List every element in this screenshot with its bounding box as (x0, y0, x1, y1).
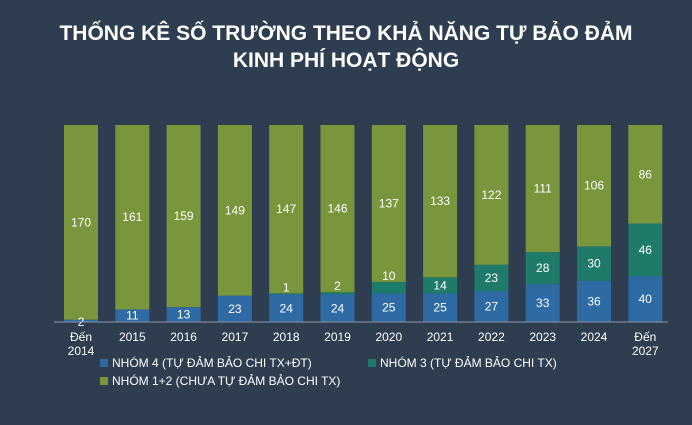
data-label: 159 (174, 209, 194, 223)
data-label: 30 (587, 257, 601, 271)
x-tick-label: 2021 (427, 330, 454, 344)
x-tick-label: 2016 (170, 330, 197, 344)
x-tick-label: 2023 (529, 330, 556, 344)
bar-segment (371, 125, 406, 282)
x-tick-label: 2018 (273, 330, 300, 344)
bar-segment (269, 294, 304, 322)
data-label: 25 (433, 301, 447, 315)
x-tick-label: 2019 (324, 330, 351, 344)
bar-segment (628, 276, 663, 322)
bar-segment (525, 284, 560, 322)
chart-title-line: KINH PHÍ HOẠT ĐỘNG (233, 48, 459, 72)
chart-title-line: THỐNG KÊ SỐ TRƯỜNG THEO KHẢ NĂNG TỰ BẢO … (59, 21, 632, 45)
bar-segment (423, 125, 458, 278)
bar-segment (371, 281, 406, 294)
bar-segment (628, 125, 663, 224)
bar-segment (474, 291, 509, 322)
data-labels: 2170111611315923149241147242146251013725… (71, 167, 652, 329)
legend-swatch (368, 359, 376, 367)
legend-label: NHÓM 1+2 (CHƯA TỰ ĐẢM BẢO CHI TX) (112, 373, 340, 388)
bar-segment (474, 125, 509, 265)
x-tick-label: 2014 (68, 344, 95, 358)
legend: NHÓM 4 (TỰ ĐẢM BẢO CHI TX+ĐT) NHÓM 3 (TỰ … (100, 355, 557, 388)
legend-swatch (100, 377, 108, 385)
data-label: 14 (433, 278, 447, 292)
bar-segment (269, 125, 304, 294)
data-label: 111 (534, 182, 553, 196)
x-tick-label: 2020 (375, 330, 402, 344)
data-label: 24 (331, 301, 345, 315)
bar-segment (217, 295, 252, 322)
data-label: 25 (382, 301, 396, 315)
bar-segment (115, 309, 150, 322)
data-label: 106 (584, 179, 604, 193)
bar-segment (423, 277, 458, 294)
data-label: 170 (71, 215, 91, 229)
bar-segment (577, 246, 611, 281)
data-label: 137 (379, 196, 399, 210)
x-tick-label: 2027 (632, 344, 659, 358)
bar-segment (474, 264, 509, 292)
bars (64, 125, 663, 322)
x-tick-label: 2015 (119, 330, 146, 344)
bar-segment (269, 293, 304, 295)
data-label: 147 (276, 202, 296, 216)
data-label: 149 (225, 203, 245, 217)
bar-segment (166, 125, 201, 308)
bar-segment (577, 125, 611, 247)
bar-segment (320, 292, 355, 295)
bar-segment (166, 307, 201, 322)
bar-segment (628, 223, 663, 277)
bar-segment (423, 293, 458, 322)
data-label: 86 (639, 167, 653, 181)
data-label: 13 (177, 308, 191, 322)
data-label: 23 (228, 302, 242, 316)
data-label: 28 (536, 261, 550, 275)
bar-segment (115, 125, 150, 310)
bar-segment (320, 294, 355, 322)
bar-segment (217, 125, 252, 296)
x-tick-label: Đến (70, 330, 92, 344)
legend-swatch (100, 359, 108, 367)
bar-segment (64, 125, 98, 320)
data-label: 23 (485, 271, 499, 285)
bar-segment (371, 293, 406, 322)
chart-title: THỐNG KÊ SỐ TRƯỜNG THEO KHẢ NĂNG TỰ BẢO … (59, 21, 632, 72)
data-label: 122 (481, 188, 501, 202)
legend-label: NHÓM 4 (TỰ ĐẢM BẢO CHI TX+ĐT) (112, 355, 312, 370)
legend-label: NHÓM 3 (TỰ ĐẢM BẢO CHI TX) (380, 355, 557, 370)
bar-segment (525, 125, 560, 253)
data-label: 133 (430, 194, 450, 208)
data-label: 146 (327, 202, 347, 216)
x-tick-label: 2022 (478, 330, 505, 344)
bar-segment (320, 125, 355, 293)
data-label: 46 (639, 243, 653, 257)
data-label: 161 (122, 210, 142, 224)
data-label: 40 (639, 292, 653, 306)
data-label: 10 (382, 269, 396, 283)
bar-segment (577, 280, 611, 322)
data-label: 24 (280, 301, 294, 315)
x-tick-label: 2024 (581, 330, 608, 344)
bar-segment (64, 319, 98, 322)
data-label: 27 (485, 300, 499, 314)
x-tick-label: Đến (634, 330, 656, 344)
data-label: 1 (283, 280, 290, 294)
data-label: 2 (334, 279, 341, 293)
data-label: 36 (587, 294, 601, 308)
data-label: 11 (126, 309, 139, 323)
bar-segment (525, 252, 560, 285)
x-tick-label: 2017 (222, 330, 249, 344)
data-label: 33 (536, 296, 550, 310)
